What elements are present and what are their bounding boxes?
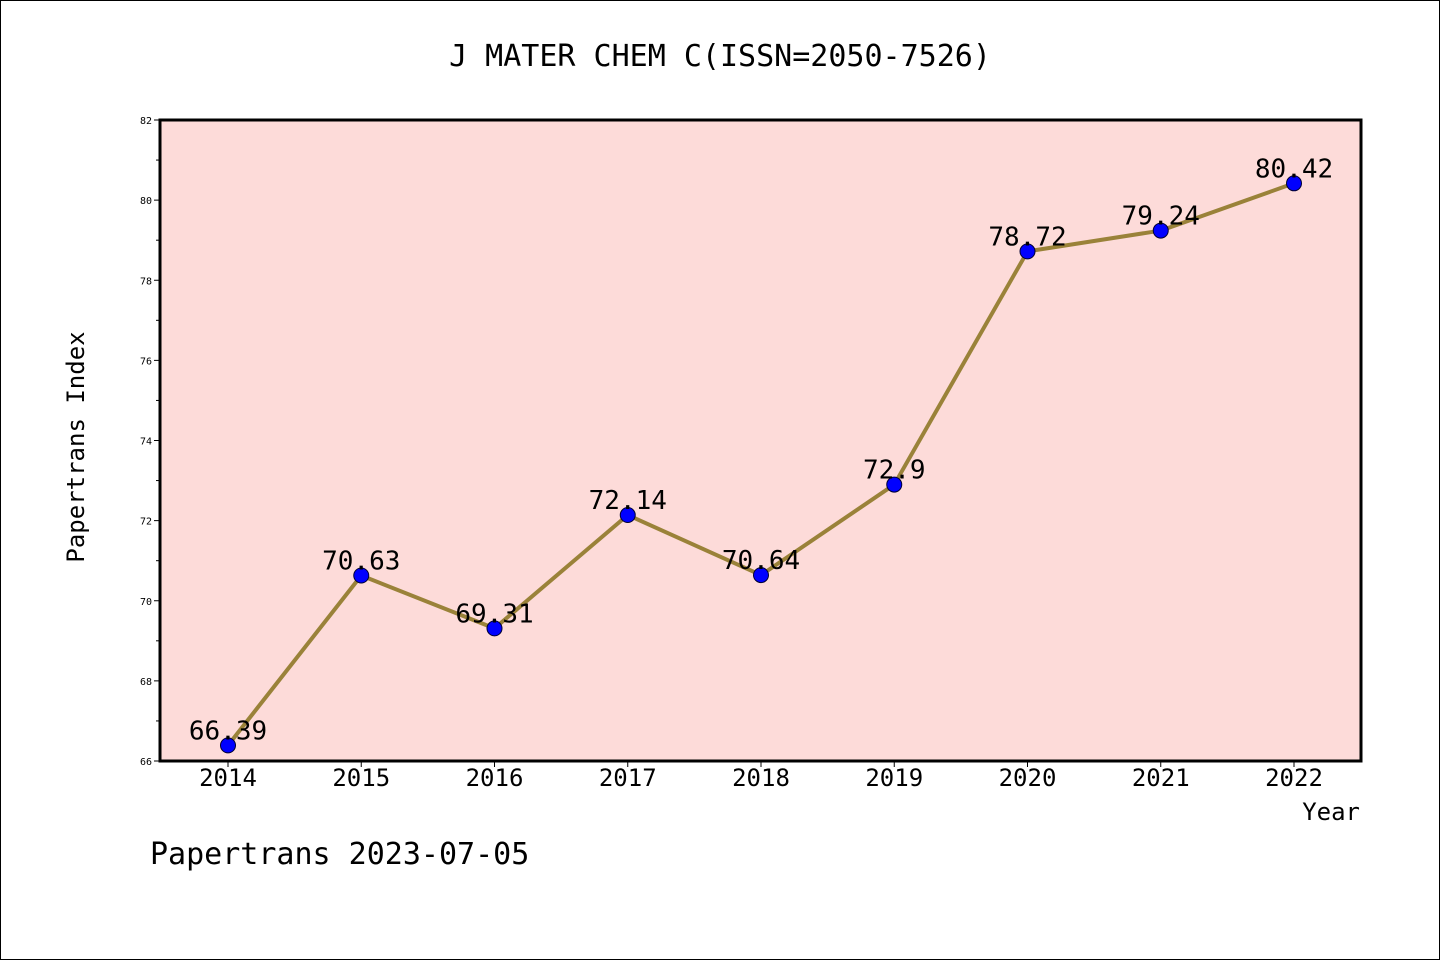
data-label-2019: 72.9 bbox=[863, 456, 926, 486]
y-tick-label-82: 82 bbox=[140, 116, 152, 127]
data-label-2018: 70.64 bbox=[722, 546, 800, 576]
x-tick-label-2016: 2016 bbox=[466, 764, 524, 792]
data-point-2021 bbox=[1152, 222, 1169, 239]
y-tick-label-78: 78 bbox=[140, 276, 152, 287]
footer-date-stamp: Papertrans 2023-07-05 bbox=[150, 837, 529, 872]
y-tick-label-72: 72 bbox=[140, 517, 152, 528]
x-tick-label-2017: 2017 bbox=[599, 764, 657, 792]
x-axis-ticks: 2014 2015 2016 2017 2018 2019 2020 2021 2022 bbox=[199, 761, 1323, 792]
y-tick-label-76: 76 bbox=[140, 356, 152, 367]
x-tick-label-2018: 2018 bbox=[732, 764, 790, 792]
data-label-2020: 78.72 bbox=[988, 222, 1066, 252]
data-points bbox=[220, 175, 1302, 754]
data-label-2016: 69.31 bbox=[455, 599, 533, 629]
x-tick-label-2020: 2020 bbox=[999, 764, 1057, 792]
y-tick-label-66: 66 bbox=[140, 757, 152, 768]
plot-border bbox=[158, 118, 1363, 763]
data-label-2021: 79.24 bbox=[1122, 202, 1200, 232]
data-point-2016 bbox=[486, 620, 503, 637]
data-label-2014: 66.39 bbox=[189, 716, 267, 746]
x-tick-label-2021: 2021 bbox=[1132, 764, 1190, 792]
data-label-2015: 70.63 bbox=[322, 547, 400, 577]
y-tick-label-68: 68 bbox=[140, 677, 152, 688]
x-tick-label-2015: 2015 bbox=[332, 764, 390, 792]
data-point-2020 bbox=[1019, 243, 1036, 260]
x-tick-label-2019: 2019 bbox=[865, 764, 923, 792]
y-tick-label-80: 80 bbox=[140, 196, 152, 207]
data-point-2015 bbox=[353, 567, 370, 584]
data-point-2022 bbox=[1286, 175, 1302, 192]
data-point-2019 bbox=[886, 476, 903, 493]
y-axis-label: Papertrans Index bbox=[62, 331, 90, 562]
y-axis-ticks: 66 68 70 72 74 76 78 80 82 bbox=[140, 116, 160, 768]
data-point-2018 bbox=[753, 567, 769, 584]
y-tick-label-74: 74 bbox=[140, 437, 152, 448]
x-axis-label: Year bbox=[1302, 798, 1360, 826]
data-label-2022: 80.42 bbox=[1255, 154, 1333, 184]
y-tick-label-70: 70 bbox=[140, 597, 152, 608]
data-point-2014 bbox=[220, 737, 236, 754]
data-point-2017 bbox=[619, 507, 636, 524]
data-label-2017: 72.14 bbox=[589, 486, 667, 516]
x-tick-label-2022: 2022 bbox=[1265, 764, 1323, 792]
x-tick-label-2014: 2014 bbox=[199, 764, 257, 792]
chart-title: J MATER CHEM C(ISSN=2050-7526) bbox=[449, 39, 991, 74]
data-labels: 66.39 70.63 69.31 72.14 70.64 72.9 78.72 79.24 8… bbox=[189, 154, 1333, 746]
